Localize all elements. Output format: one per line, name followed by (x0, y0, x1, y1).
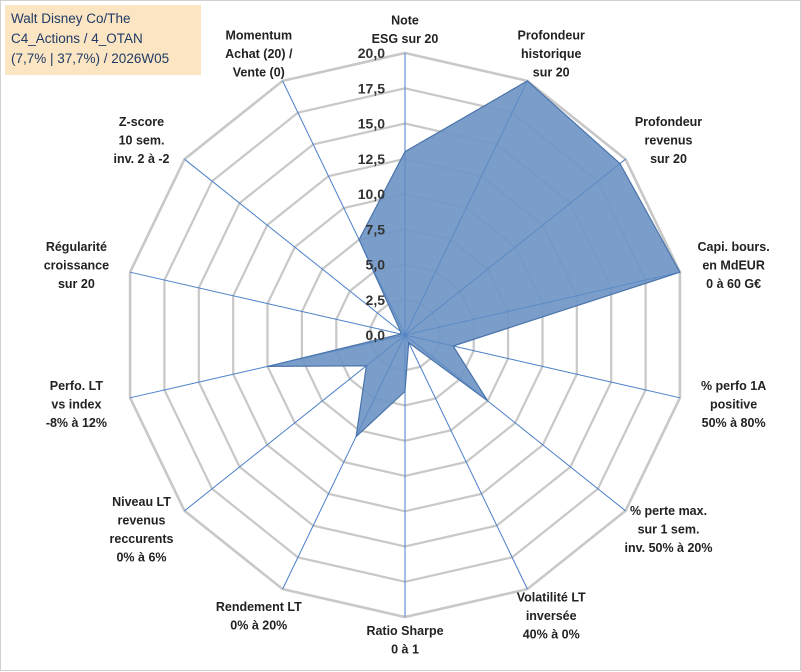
axis-label-line: Profondeur (635, 115, 702, 129)
security-info-box: Walt Disney Co/The C4_Actions / 4_OTAN (… (5, 5, 201, 75)
tick-label: 20,0 (358, 45, 385, 61)
axis-label-line: sur 20 (533, 65, 570, 79)
spoke-overlay-4 (404, 271, 680, 336)
axis-label-line: 0% à 6% (116, 550, 166, 564)
spoke-overlay-2 (404, 80, 528, 336)
axis-label-line: Momentum (225, 28, 292, 42)
radar-tick-labels: 0,0 2,5 5,0 7,5 10,0 12,5 15,0 17,5 20,0 (358, 45, 385, 343)
axis-label-line: Z-score (119, 115, 164, 129)
axis-label-4: Capi. bours. en MdEUR 0 à 60 G€ (697, 240, 769, 291)
spoke-13 (184, 158, 406, 336)
tick-label: 15,0 (358, 116, 385, 132)
axis-label-line: Note (391, 14, 419, 28)
radar-series (267, 80, 681, 439)
axis-label-line: Achat (20) / (225, 47, 293, 61)
axis-label-line: 40% à 0% (523, 628, 580, 642)
spoke-overlay-10 (366, 334, 406, 367)
axis-label-line: en MdEUR (702, 259, 765, 273)
tick-label: 12,5 (358, 151, 385, 167)
axis-label-2: Profondeur historique sur 20 (518, 28, 585, 79)
axis-label-1: Note ESG sur 20 (372, 14, 439, 47)
axis-label-line: 0% à 20% (230, 618, 287, 632)
axis-label-line: Capi. bours. (697, 240, 769, 254)
axis-label-line: 0 à 60 G€ (706, 277, 761, 291)
axis-label-line: sur 1 sem. (638, 523, 700, 537)
axis-label-14: Momentum Achat (20) / Vente (0) (225, 28, 293, 79)
axis-label-line: Régularité (46, 240, 107, 254)
tick-label: 2,5 (366, 292, 386, 308)
axis-label-line: inv. 50% à 20% (624, 541, 712, 555)
axis-label-line: Perfo. LT (50, 379, 104, 393)
axis-label-line: 50% à 80% (702, 416, 766, 430)
axis-label-12: Régularité croissance sur 20 (44, 240, 109, 291)
axis-label-line: inversée (526, 609, 577, 623)
axis-label-10: Niveau LT revenus reccurents 0% à 6% (110, 495, 174, 565)
axis-label-line: croissance (44, 259, 109, 273)
axis-label-line: Profondeur (518, 28, 585, 42)
axis-label-line: historique (521, 47, 581, 61)
axis-label-line: Ratio Sharpe (366, 624, 443, 638)
axis-label-line: vs index (51, 397, 101, 411)
tick-label: 0,0 (366, 327, 386, 343)
axis-label-line: sur 20 (58, 277, 95, 291)
spoke-overlay-6 (404, 334, 488, 402)
axis-label-3: Profondeur revenus sur 20 (635, 115, 702, 166)
spoke-overlay-7 (404, 334, 410, 343)
axis-label-11: Perfo. LT vs index -8% à 12% (46, 379, 107, 430)
axis-label-line: inv. 2 à -2 (113, 152, 169, 166)
tick-label: 10,0 (358, 186, 385, 202)
axis-label-9: Rendement LT 0% à 20% (216, 600, 302, 633)
axis-label-line: sur 20 (650, 152, 687, 166)
axis-label-line: positive (710, 397, 757, 411)
spoke-overlay-14 (358, 239, 406, 336)
spoke-7 (404, 334, 528, 590)
axis-label-6: % perte max. sur 1 sem. inv. 50% à 20% (624, 504, 712, 555)
axis-label-line: Volatilité LT (517, 591, 586, 605)
security-name: Walt Disney Co/The (11, 11, 131, 26)
axis-label-7: Volatilité LT inversée 40% à 0% (517, 591, 586, 642)
tick-label: 5,0 (366, 257, 386, 273)
axis-label-line: ESG sur 20 (372, 32, 439, 46)
axis-label-line: Vente (0) (233, 65, 285, 79)
security-stats-week: (7,7% | 37,7%) / 2026W05 (11, 51, 170, 66)
axis-label-line: 0 à 1 (391, 643, 419, 657)
tick-label: 17,5 (358, 80, 385, 96)
axis-label-line: 10 sem. (119, 134, 165, 148)
axis-label-13: Z-score 10 sem. inv. 2 à -2 (113, 115, 169, 166)
axis-label-line: revenus (118, 513, 166, 527)
spoke-overlay-3 (404, 163, 621, 336)
spoke-overlay-5 (404, 334, 454, 347)
spoke-12 (129, 271, 406, 336)
tick-label: 7,5 (366, 221, 386, 237)
axis-label-8: Ratio Sharpe 0 à 1 (366, 624, 443, 657)
spoke-overlay-9 (355, 334, 406, 437)
axis-label-line: Niveau LT (112, 495, 171, 509)
axis-label-line: % perte max. (630, 504, 707, 518)
axis-label-line: revenus (645, 134, 693, 148)
spoke-overlay-13 (400, 331, 406, 336)
security-portfolio: C4_Actions / 4_OTAN (11, 31, 143, 46)
axis-label-line: -8% à 12% (46, 416, 107, 430)
spoke-overlay-11 (267, 334, 406, 367)
axis-label-5: % perfo 1A positive 50% à 80% (701, 379, 766, 430)
axis-label-line: reccurents (110, 532, 174, 546)
axis-label-line: % perfo 1A (701, 379, 766, 393)
radar-axis-labels: Note ESG sur 20 Profondeur historique sur 20… (44, 14, 770, 657)
axis-label-line: Rendement LT (216, 600, 302, 614)
